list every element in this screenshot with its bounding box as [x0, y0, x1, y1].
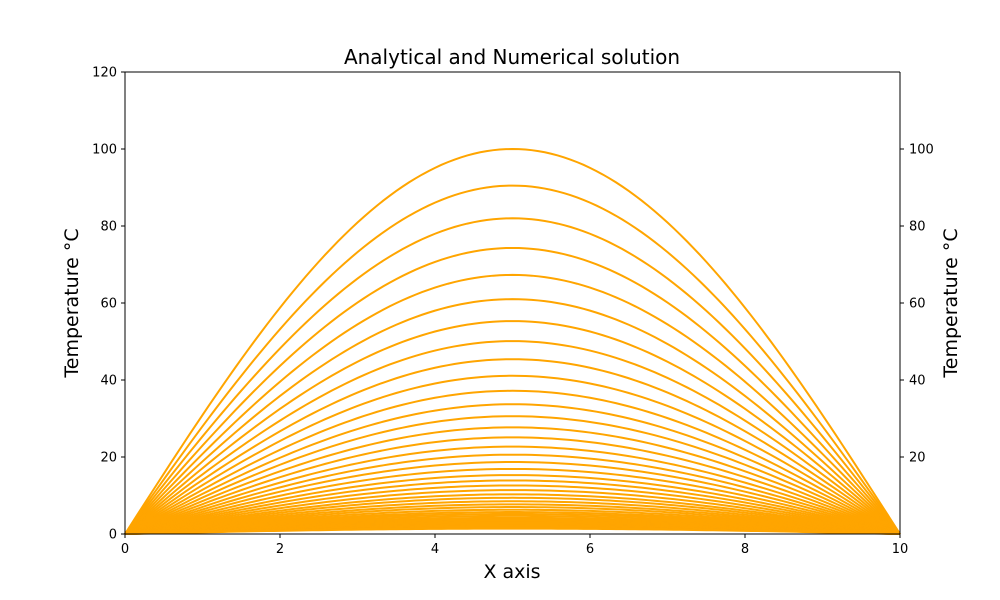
- numerical-curve-9: [124, 374, 901, 535]
- y-tick-label: 80: [100, 220, 117, 235]
- y-axis-label: Temperature °C: [61, 228, 83, 378]
- axes-frame: [124, 71, 901, 535]
- y2-tick-label: 80: [909, 220, 926, 235]
- x-tick-label: 2: [276, 542, 284, 557]
- numerical-curve-28: [124, 508, 901, 535]
- plot-lines: [124, 147, 901, 535]
- y-tick-label: 100: [92, 143, 117, 158]
- numerical-curve-2: [124, 217, 901, 535]
- y-tick-label: 20: [100, 451, 117, 466]
- x-tick-label: 6: [586, 542, 594, 557]
- numerical-curve-17: [124, 460, 901, 535]
- numerical-curve-27: [124, 506, 901, 535]
- numerical-curve-12: [124, 415, 901, 535]
- numerical-curve-13: [124, 426, 901, 535]
- y2-tick-label: 20: [909, 451, 926, 466]
- y-tick-label: 60: [100, 297, 117, 312]
- y2-axis-label: Temperature °C: [940, 228, 962, 378]
- numerical-curve-11: [124, 403, 901, 535]
- x-tick-label: 4: [431, 542, 439, 557]
- y-tick-label: 0: [109, 528, 117, 543]
- x-tick-label: 0: [121, 542, 129, 557]
- numerical-curve-18: [124, 467, 901, 535]
- x-tick-label: 10: [892, 542, 909, 557]
- numerical-curve-7: [124, 340, 901, 535]
- numerical-curve-3: [124, 246, 901, 535]
- numerical-curve-26: [124, 503, 901, 535]
- x-tick-label: 8: [741, 542, 749, 557]
- numerical-curve-1: [124, 184, 901, 535]
- y2-tick-label: 60: [909, 297, 926, 312]
- numerical-curve-16: [124, 453, 901, 535]
- numerical-curve-19: [124, 474, 901, 535]
- y-tick-label: 40: [100, 374, 117, 389]
- y2-tick-label: 40: [909, 374, 926, 389]
- numerical-curve-25: [124, 500, 901, 535]
- numerical-curve-0: [124, 147, 901, 535]
- y-tick-label: 120: [92, 66, 117, 81]
- numerical-curve-4: [124, 273, 901, 535]
- numerical-curve-43: [124, 527, 901, 535]
- chart-title: Analytical and Numerical solution: [344, 45, 680, 69]
- numerical-curve-6: [124, 320, 901, 535]
- numerical-curve-24: [124, 496, 901, 535]
- numerical-curve-8: [124, 358, 901, 535]
- y2-tick-label: 100: [909, 143, 934, 158]
- numerical-curve-20: [124, 479, 901, 535]
- x-axis-label: X axis: [483, 561, 540, 583]
- numerical-curve-23: [124, 493, 901, 535]
- numerical-curve-15: [124, 445, 901, 535]
- numerical-curve-14: [124, 436, 901, 535]
- numerical-curve-10: [124, 389, 901, 535]
- numerical-curve-21: [124, 484, 901, 535]
- numerical-curve-5: [124, 298, 901, 535]
- numerical-curve-22: [124, 489, 901, 535]
